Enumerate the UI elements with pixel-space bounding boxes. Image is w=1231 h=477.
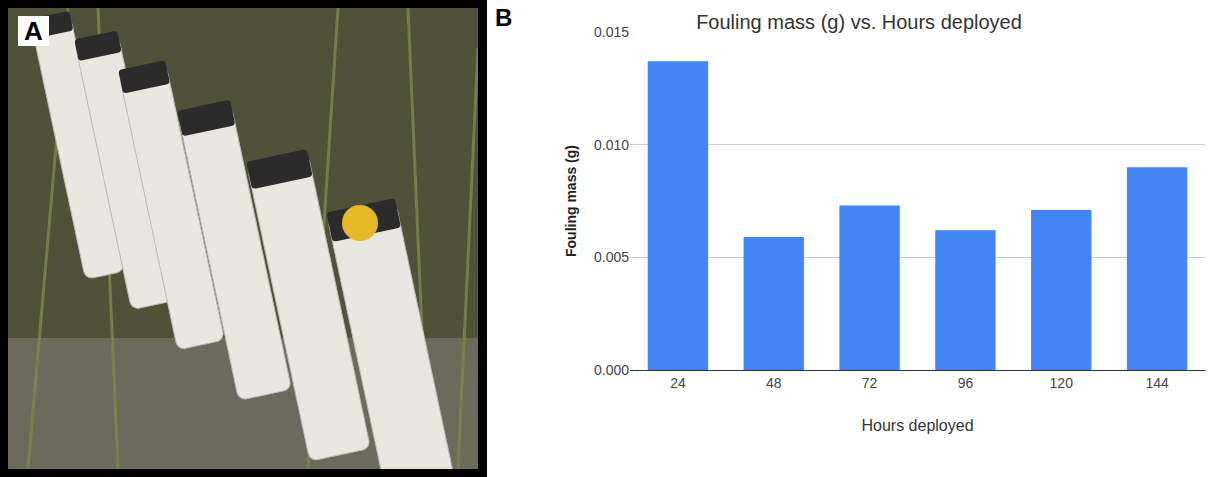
svg-text:72: 72 (862, 375, 878, 391)
svg-text:0.010: 0.010 (594, 137, 629, 153)
svg-text:Hours deployed: Hours deployed (861, 417, 973, 434)
svg-text:96: 96 (958, 375, 974, 391)
svg-text:0.015: 0.015 (594, 24, 629, 40)
svg-text:0.000: 0.000 (594, 362, 629, 378)
svg-text:0.005: 0.005 (594, 249, 629, 265)
html-text:A: A (24, 16, 43, 46)
svg-text:Fouling mass (g) vs. Hours dep: Fouling mass (g) vs. Hours deployed (696, 11, 1022, 33)
html-text:B: B (495, 4, 513, 31)
svg-text:48: 48 (766, 375, 782, 391)
svg-text:Fouling mass (g): Fouling mass (g) (563, 145, 579, 257)
svg-text:120: 120 (1050, 375, 1074, 391)
svg-text:144: 144 (1145, 375, 1169, 391)
svg-text:24: 24 (670, 375, 686, 391)
